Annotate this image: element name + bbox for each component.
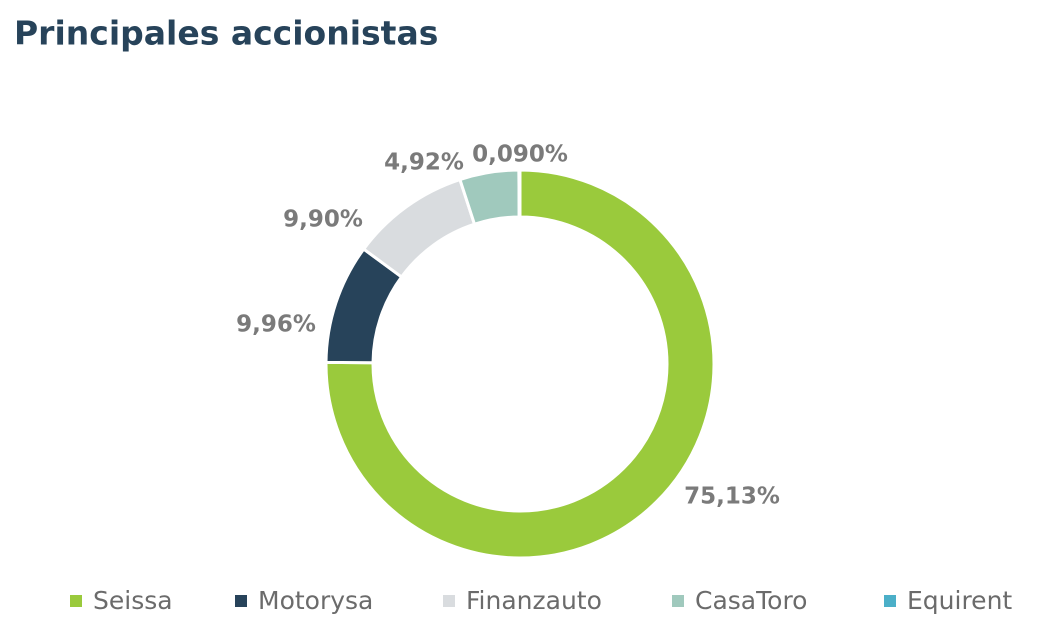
data-label: 75,13% — [684, 484, 780, 510]
legend-label: CasaToro — [695, 586, 807, 615]
legend-label: Finanzauto — [466, 586, 602, 615]
donut-segment — [361, 177, 477, 280]
legend-swatch — [235, 595, 247, 607]
donut-segment — [324, 168, 716, 560]
data-label: 9,90% — [283, 207, 363, 233]
legend-label: Seissa — [93, 586, 173, 615]
legend-swatch — [884, 595, 896, 607]
chart-title: Principales accionistas — [14, 14, 438, 53]
donut-segment — [517, 168, 522, 219]
legend-swatch — [672, 595, 684, 607]
data-label: 4,92% — [384, 150, 464, 176]
legend-label: Motorysa — [258, 586, 373, 615]
data-label: 9,96% — [236, 312, 316, 338]
legend-label: Equirent — [907, 586, 1012, 615]
legend-swatch — [70, 595, 82, 607]
data-label: 0,090% — [472, 142, 568, 168]
legend-swatch — [443, 595, 455, 607]
